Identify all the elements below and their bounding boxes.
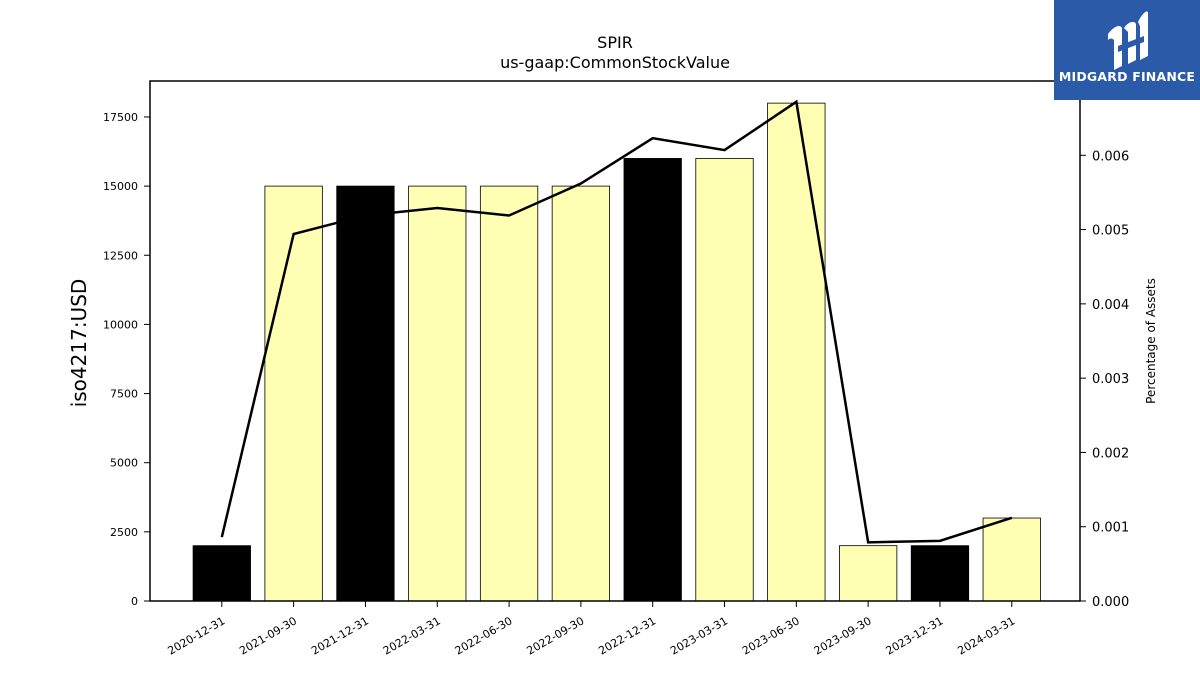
y-tick-label: 15000 [103, 180, 138, 193]
x-tick-label: 2023-09-30 [812, 614, 874, 657]
x-tick-label: 2022-06-30 [453, 614, 515, 657]
midgard-logo-icon [1108, 11, 1148, 70]
line-group [220, 99, 1013, 544]
brand-logo: MIDGARD FINANCE [1054, 0, 1200, 100]
bar-2022-09-30 [551, 185, 611, 602]
y-axis-label: iso4217:USD [67, 279, 91, 408]
chart-subtitle: us-gaap:CommonStockValue [500, 53, 730, 72]
bar-2022-06-30 [479, 185, 539, 602]
y2-tick-label: 0.000 [1092, 595, 1129, 610]
bars-group [192, 102, 1041, 602]
x-tick-label: 2023-12-31 [884, 614, 946, 657]
x-tick-label: 2022-12-31 [596, 614, 658, 657]
bar-2023-03-31 [695, 158, 754, 602]
x-tick-label: 2020-12-31 [165, 614, 227, 657]
y-tick-label: 5000 [110, 457, 138, 470]
bar-2023-09-30 [839, 545, 898, 602]
bar-2021-09-30 [264, 185, 323, 602]
y2-tick-label: 0.003 [1092, 372, 1129, 387]
axes-group: 0 2500 5000 7500 10000 12500 15000 17500 0.000 0.… [103, 80, 1129, 658]
brand-logo-text: MIDGARD FINANCE [1058, 69, 1196, 84]
x-tick-label: 2021-09-30 [237, 614, 299, 657]
percentage-line [220, 99, 1013, 544]
y2-tick-label: 0.006 [1092, 149, 1129, 164]
x-tick-label: 2023-03-31 [668, 614, 730, 657]
bar-2020-12-31 [192, 545, 251, 602]
y-tick-label: 2500 [110, 526, 138, 539]
bar-2022-12-31 [623, 158, 682, 602]
y-tick-label: 10000 [103, 318, 138, 331]
bar-2022-03-31 [408, 185, 467, 602]
bar-2021-12-31 [336, 185, 395, 602]
y-tick-label: 0 [131, 595, 138, 608]
x-tick-label: 2023-06-30 [740, 614, 802, 657]
x-tick-label: 2021-12-31 [309, 614, 371, 657]
y2-tick-label: 0.004 [1092, 298, 1129, 313]
bar-2023-12-31 [910, 545, 970, 602]
y2-tick-label: 0.005 [1092, 224, 1129, 239]
y2-axis-label: Percentage of Assets [1144, 278, 1158, 404]
bar-2023-06-30 [767, 102, 826, 602]
bar-2024-03-31 [982, 517, 1041, 602]
y-tick-label: 12500 [103, 249, 138, 262]
x-tick-label: 2022-09-30 [525, 614, 587, 657]
y-tick-label: 17500 [103, 111, 138, 124]
plot-frame [149, 80, 1081, 602]
chart-title: SPIR [597, 33, 633, 52]
x-tick-label: 2024-03-31 [955, 614, 1017, 657]
x-tick-label: 2022-03-31 [381, 614, 443, 657]
y2-tick-label: 0.002 [1092, 446, 1129, 461]
y2-tick-label: 0.001 [1092, 521, 1129, 536]
y-tick-label: 7500 [110, 388, 138, 401]
